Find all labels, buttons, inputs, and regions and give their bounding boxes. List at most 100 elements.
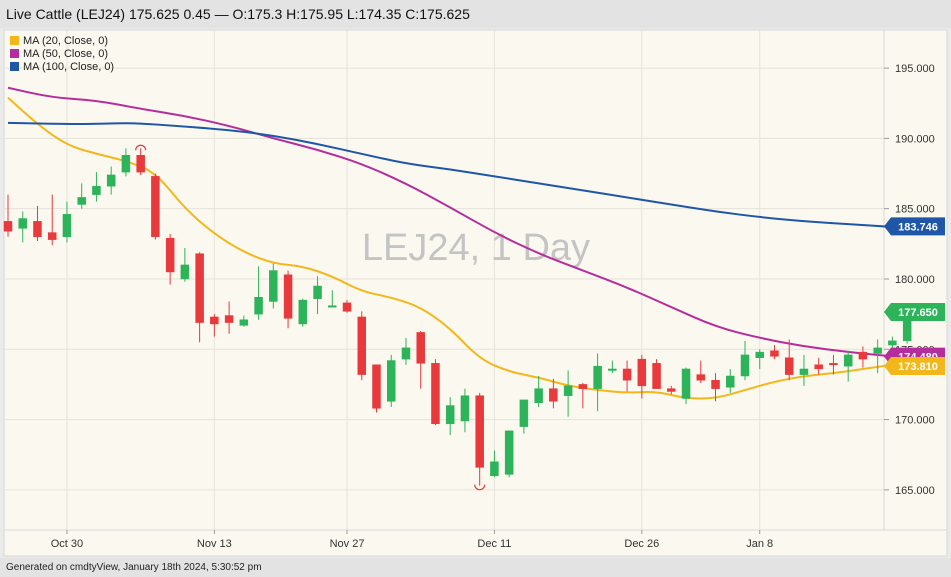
candle-down — [784, 339, 794, 381]
chart-watermark: LEJ24, 1 Day — [362, 227, 590, 269]
legend-swatch — [10, 36, 19, 45]
candle-body — [578, 384, 588, 389]
candle-up — [62, 201, 72, 243]
candle-down — [578, 383, 588, 409]
candle-up — [121, 148, 131, 177]
candle-body — [239, 319, 249, 326]
candle-down — [549, 378, 558, 409]
candle-body — [608, 368, 617, 371]
candle-down — [47, 194, 57, 246]
ma100-price-tag: 183.746 — [884, 217, 945, 236]
y-tick-label: 170.000 — [895, 415, 935, 427]
legend-label: MA (100, Close, 0) — [23, 61, 114, 73]
candlesticks[interactable] — [3, 148, 912, 486]
candle-body — [445, 405, 455, 425]
candle-up — [313, 276, 322, 315]
candle-body — [342, 302, 352, 312]
legend-item: MA (20, Close, 0) — [10, 35, 108, 47]
y-tick-label: 165.000 — [895, 485, 935, 497]
candle-body — [254, 297, 263, 315]
candle-body — [622, 368, 632, 381]
candle-body — [47, 232, 57, 240]
candle-body — [165, 237, 175, 273]
candle-up — [726, 368, 735, 393]
candle-up — [254, 266, 263, 320]
candle-body — [873, 347, 882, 354]
x-tick-label: Dec 11 — [477, 538, 511, 550]
candle-body — [843, 354, 853, 367]
candle-down — [416, 331, 425, 389]
candle-down — [210, 314, 219, 337]
candle-up — [593, 353, 602, 412]
candle-up — [843, 350, 853, 382]
candle-up — [328, 290, 337, 308]
candle-body — [829, 363, 838, 366]
candle-up — [740, 340, 750, 381]
x-axis: Oct 30 Nov 13 Nov 27 Dec 11 Dec 26 Jan 8 — [51, 530, 773, 550]
candle-body — [18, 218, 27, 229]
candle-up — [799, 354, 809, 386]
candle-up — [534, 375, 543, 407]
y-tick-label: 195.000 — [895, 63, 935, 75]
candle-body — [696, 374, 706, 381]
y-tick-label: 185.000 — [895, 204, 935, 216]
candle-body — [3, 221, 13, 232]
grid-lines — [4, 30, 884, 530]
candle-down — [814, 357, 823, 375]
candle-down — [475, 392, 484, 486]
candle-body — [372, 364, 381, 409]
price-tag-background — [884, 217, 945, 236]
candle-body — [328, 305, 337, 308]
candle-up — [460, 388, 470, 433]
candle-up — [77, 183, 86, 209]
price-tag-background — [884, 357, 945, 376]
legend-label: MA (20, Close, 0) — [23, 35, 108, 47]
legend-swatch — [10, 49, 19, 58]
candle-body — [755, 351, 764, 358]
candle-down — [829, 354, 838, 375]
high-low-markers — [135, 144, 486, 491]
candle-up — [269, 263, 278, 309]
candle-body — [313, 285, 322, 299]
x-tick-label: Dec 26 — [624, 538, 659, 550]
candle-body — [180, 264, 190, 280]
candle-up — [755, 349, 764, 369]
candle-down — [372, 364, 381, 413]
candle-body — [224, 315, 234, 323]
generated-note: Generated on cmdtyView, January 18th 202… — [6, 562, 262, 573]
candle-up — [504, 430, 514, 478]
candle-body — [740, 354, 750, 377]
candle-body — [681, 368, 691, 399]
candle-up — [608, 360, 617, 374]
candle-body — [77, 197, 86, 205]
candle-down — [622, 360, 632, 392]
candle-up — [490, 450, 499, 478]
candle-up — [239, 315, 249, 327]
legend-item: MA (50, Close, 0) — [10, 48, 108, 60]
candle-body — [475, 395, 484, 468]
candle-body — [136, 155, 145, 173]
price-tag-text: 173.810 — [898, 361, 938, 373]
x-tick-label: Oct 30 — [51, 538, 83, 550]
candle-up — [386, 354, 396, 407]
candle-up — [180, 248, 190, 282]
candle-down — [637, 354, 647, 399]
candle-down — [165, 233, 175, 285]
candle-down — [858, 346, 868, 368]
candle-body — [33, 221, 42, 238]
legend-swatch — [10, 62, 19, 71]
candle-body — [416, 332, 425, 364]
candle-body — [858, 351, 868, 360]
candle-down — [711, 373, 720, 402]
price-tag-text: 177.650 — [898, 307, 938, 319]
candle-body — [593, 365, 602, 389]
candle-body — [888, 340, 897, 346]
candle-down — [3, 194, 13, 237]
price-tag-text: 183.746 — [898, 221, 938, 233]
candle-down — [357, 311, 367, 381]
candle-body — [504, 430, 514, 475]
candle-up — [563, 370, 573, 417]
price-chart[interactable]: LEJ24, 1 Day 165.000170.000175.000180.00… — [0, 28, 951, 558]
candle-body — [652, 363, 661, 389]
candle-down — [283, 270, 293, 329]
